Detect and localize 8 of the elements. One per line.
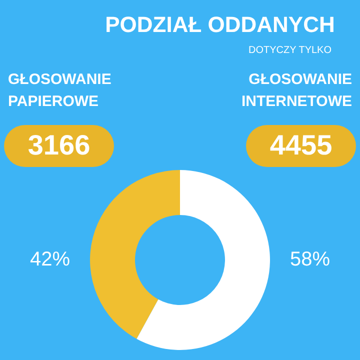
slice-label: GŁOSOWANIE INTERNETOWE	[241, 71, 352, 110]
data-label: 58%	[290, 248, 330, 271]
chart-title: PODZIAŁ ODDANYCH	[105, 12, 335, 38]
text: 4455	[270, 130, 332, 161]
slice-label: GŁOSOWANIE PAPIEROWE	[8, 71, 112, 110]
chart-subtitle: DOTYCZY TYLKO	[248, 44, 332, 56]
text: 3166	[28, 130, 90, 161]
data-label: 42%	[30, 248, 70, 271]
